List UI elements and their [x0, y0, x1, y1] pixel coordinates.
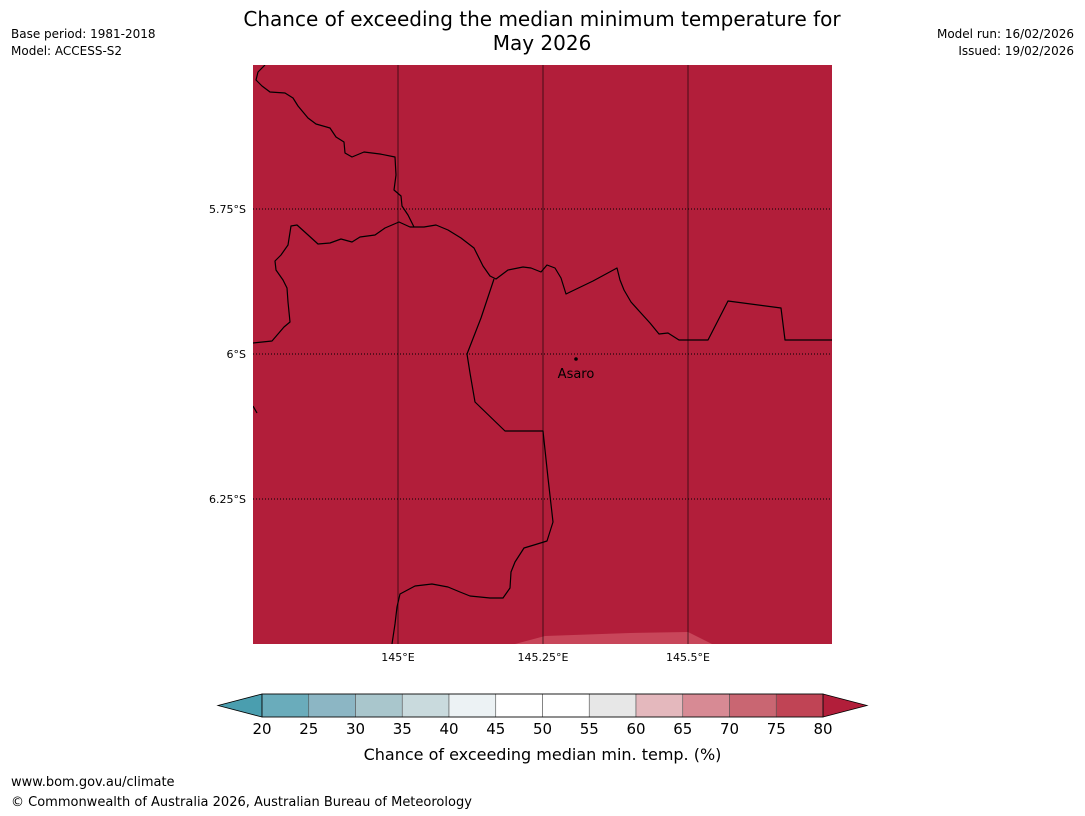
colorbar-tick-label: 40 [439, 720, 458, 738]
colorbar-tick-label: 60 [626, 720, 645, 738]
colorbar-tick-label: 75 [767, 720, 786, 738]
map-area: Asaro [253, 65, 832, 644]
footer-url[interactable]: www.bom.gov.au/climate [11, 775, 175, 790]
colorbar-segment [495, 693, 543, 718]
lon-label-145-25: 145.25°E [518, 651, 569, 664]
axis-labels: 5.75°S 6°S 6.25°S 145°E 145.25°E 145.5°E [209, 203, 710, 664]
footer-copyright: © Commonwealth of Australia 2026, Austra… [11, 795, 472, 810]
model-run-text: Model run: 16/02/2026 [936, 27, 1074, 41]
model-text: Model: ACCESS-S2 [11, 44, 123, 58]
issued-text: Issued: 19/02/2026 [958, 44, 1074, 58]
metadata-right: Model run: 16/02/2026 Issued: 19/02/2026 [937, 26, 1074, 60]
colorbar-tick-label: 35 [393, 720, 412, 738]
colorbar: 20 25 30 35 40 45 50 55 60 65 70 75 80 [216, 693, 869, 738]
lat-label-6: 6°S [227, 348, 246, 361]
colorbar-segment [682, 693, 730, 718]
boundary-north [255, 65, 832, 341]
colorbar-over-arrow [822, 693, 869, 718]
colorbar-tick-label: 80 [813, 720, 832, 738]
colorbar-segment [775, 693, 824, 718]
colorbar-segment [355, 693, 403, 718]
colorbar-label: Chance of exceeding median min. temp. (%… [363, 745, 722, 764]
title-line-2: May 2026 [492, 31, 592, 55]
colorbar-segment [635, 693, 684, 718]
colorbar-tick-label: 55 [580, 720, 599, 738]
province-boundaries [253, 65, 832, 644]
lon-label-145: 145°E [381, 651, 414, 664]
title-line-1: Chance of exceeding the median minimum t… [243, 7, 841, 31]
colorbar-ticks: 20 25 30 35 40 45 50 55 60 65 70 75 80 [252, 720, 832, 738]
colorbar-tick-label: 65 [673, 720, 692, 738]
lat-label-5-75: 5.75°S [209, 203, 246, 216]
lat-label-6-25: 6.25°S [209, 493, 246, 506]
colorbar-under-arrow [216, 693, 263, 718]
asaro-marker [574, 357, 578, 361]
map-title: Chance of exceeding the median minimum t… [192, 7, 892, 55]
colorbar-segment [401, 693, 450, 718]
metadata-left: Base period: 1981-2018 Model: ACCESS-S2 [11, 26, 156, 60]
boundary-edge-fragment [253, 405, 258, 414]
colorbar-tick-label: 30 [346, 720, 365, 738]
colorbar-segments [261, 693, 824, 718]
colorbar-segment [588, 693, 637, 718]
base-period-text: Base period: 1981-2018 [11, 27, 156, 41]
colorbar-segment [261, 693, 310, 718]
colorbar-tick-label: 50 [533, 720, 552, 738]
boundary-central [391, 278, 554, 644]
colorbar-outline [261, 693, 824, 718]
colorbar-tick-label: 70 [720, 720, 739, 738]
colorbar-segment [308, 693, 356, 718]
boundary-west [253, 221, 414, 344]
graticule [253, 65, 832, 644]
colorbar-tick-label: 20 [252, 720, 271, 738]
lon-label-145-5: 145.5°E [666, 651, 710, 664]
colorbar-segment [729, 693, 777, 718]
asaro-label: Asaro [558, 367, 595, 382]
colorbar-tick-label: 25 [299, 720, 318, 738]
colorbar-segment [448, 693, 497, 718]
colorbar-segment [542, 693, 590, 718]
colorbar-tick-label: 45 [486, 720, 505, 738]
lower-probability-band [515, 632, 712, 644]
